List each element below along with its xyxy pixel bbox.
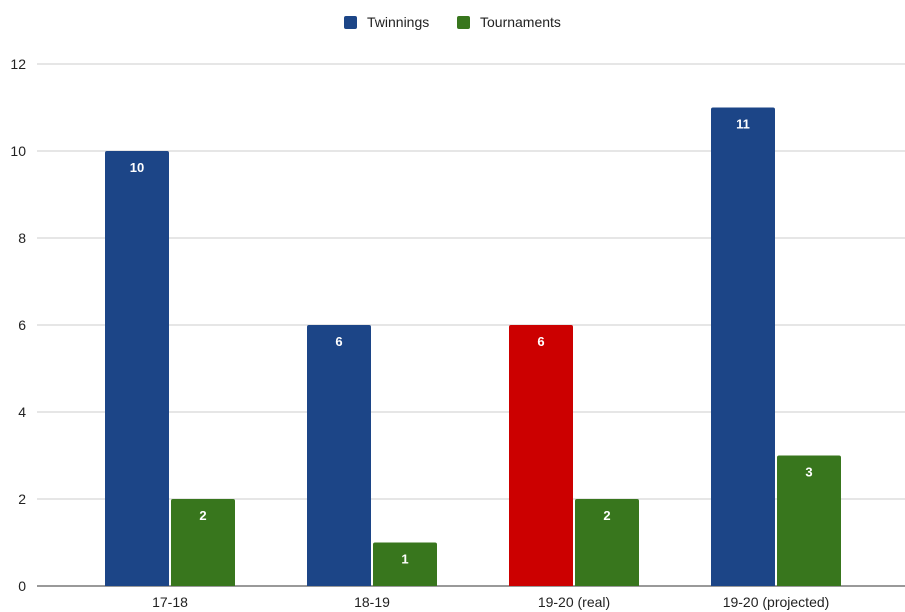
data-label: 10: [130, 160, 144, 175]
data-label: 6: [335, 334, 342, 349]
x-tick-label: 18-19: [354, 594, 390, 610]
x-tick-label: 17-18: [152, 594, 188, 610]
legend-swatch-twinnings: [344, 16, 357, 29]
legend-swatch-tournaments: [457, 16, 470, 29]
y-tick-label: 2: [18, 491, 26, 507]
bar-tournaments-3: [777, 455, 841, 586]
data-label: 2: [603, 508, 610, 523]
y-tick-label: 12: [10, 56, 26, 72]
y-tick-label: 0: [18, 578, 26, 594]
legend-label-twinnings: Twinnings: [367, 14, 429, 30]
x-axis-ticks: 17-18 18-19 19-20 (real) 19-20 (projected): [152, 594, 829, 610]
bar-twinnings-3: [711, 107, 775, 586]
data-label: 2: [199, 508, 206, 523]
bar-twinnings-2: [509, 325, 573, 586]
bar-tournaments-1: [373, 542, 437, 586]
bar-twinnings-1: [307, 325, 371, 586]
y-axis-ticks: 0 2 4 6 8 10 12: [10, 56, 26, 594]
bar-twinnings-0: [105, 151, 169, 586]
data-labels: 10 2 6 1 6 2 11 3: [130, 117, 813, 567]
legend-label-tournaments: Tournaments: [480, 14, 561, 30]
data-label: 6: [537, 334, 544, 349]
y-tick-label: 8: [18, 230, 26, 246]
bar-tournaments-2: [575, 499, 639, 586]
data-label: 3: [805, 465, 812, 480]
data-label: 11: [736, 117, 750, 132]
y-tick-label: 4: [18, 404, 26, 420]
y-tick-label: 6: [18, 317, 26, 333]
bars: [105, 107, 841, 586]
bar-tournaments-0: [171, 499, 235, 586]
y-tick-label: 10: [10, 143, 26, 159]
x-tick-label: 19-20 (projected): [723, 594, 830, 610]
x-tick-label: 19-20 (real): [538, 594, 610, 610]
data-label: 1: [401, 552, 408, 567]
legend: Twinnings Tournaments: [344, 14, 561, 30]
